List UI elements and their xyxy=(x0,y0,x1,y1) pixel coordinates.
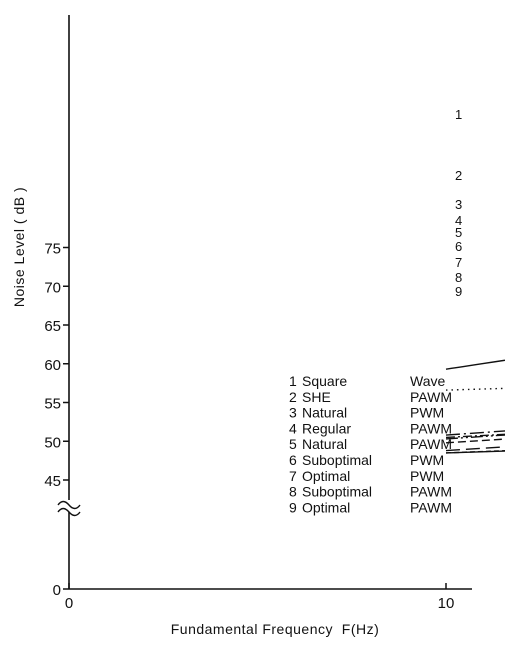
series-lines xyxy=(445,359,505,454)
axes xyxy=(57,15,472,590)
legend-entry-type: PAWM xyxy=(410,436,452,452)
axis-break-mark xyxy=(57,500,81,517)
legend-entry-number: 7 xyxy=(289,468,297,484)
series-line-9 xyxy=(445,450,505,454)
legend-entry-name: Natural xyxy=(302,436,347,452)
series-line-3 xyxy=(445,430,505,436)
legend-entry-name: SHE xyxy=(302,389,331,405)
series-label-8: 8 xyxy=(455,270,462,285)
legend-entry-number: 4 xyxy=(289,420,297,436)
y-tick-label: 65 xyxy=(44,318,61,335)
series-label-2: 2 xyxy=(455,168,462,183)
legend-entry-name: Optimal xyxy=(302,499,350,515)
x-ticks: 0102030405060 xyxy=(65,583,455,612)
series-label-9: 9 xyxy=(455,284,462,299)
legend-entry-name: Optimal xyxy=(302,468,350,484)
series-label-6: 6 xyxy=(455,239,462,254)
y-tick-label: 0 xyxy=(53,582,61,599)
y-ticks: 45 50 55 60 65 70 75 0 xyxy=(44,241,69,599)
x-tick-label: 10 xyxy=(438,595,455,612)
series-line-5 xyxy=(445,387,505,391)
y-tick-label: 75 xyxy=(44,241,61,258)
legend-entry-number: 8 xyxy=(289,484,297,500)
legend-entry-name: Square xyxy=(302,373,347,389)
legend-entry-name: Suboptimal xyxy=(302,484,372,500)
series-label-5: 5 xyxy=(455,225,462,240)
y-axis-title: Noise Level ( dB ) xyxy=(11,187,27,307)
legend-entry-type: PWM xyxy=(410,468,444,484)
series-label-3: 3 xyxy=(455,197,462,212)
x-axis-title: Fundamental Frequency F(Hz) xyxy=(171,621,380,637)
y-tick-label: 55 xyxy=(44,396,61,413)
legend-entry-number: 9 xyxy=(289,499,297,515)
legend-entry-number: 5 xyxy=(289,436,297,452)
legend-entry-type: PAWM xyxy=(410,389,452,405)
legend: 1 Square Wave 2 SHE PAWM 3 Natural PWM 4 Regular PA… xyxy=(289,373,452,515)
y-tick-label: 45 xyxy=(44,473,61,490)
series-label-1: 1 xyxy=(455,107,462,122)
legend-entry-name: Suboptimal xyxy=(302,452,372,468)
legend-entry-number: 2 xyxy=(289,389,297,405)
y-tick-label: 70 xyxy=(44,279,61,296)
x-tick-label: 0 xyxy=(65,595,73,612)
series-line-8 xyxy=(445,449,505,454)
legend-entry-type: PAWM xyxy=(410,484,452,500)
series-label-7: 7 xyxy=(455,255,462,270)
series-label-4: 4 xyxy=(455,213,462,228)
legend-entry-number: 3 xyxy=(289,405,297,421)
y-tick-label: 60 xyxy=(44,357,61,374)
y-tick-label: 50 xyxy=(44,434,61,451)
legend-entry-type: PAWM xyxy=(410,420,452,436)
legend-entry-number: 6 xyxy=(289,452,297,468)
legend-entry-type: Wave xyxy=(410,373,445,389)
legend-entry-number: 1 xyxy=(289,373,297,389)
series-line-1 xyxy=(445,359,505,370)
legend-entry-type: PWM xyxy=(410,405,444,421)
legend-entry-type: PAWM xyxy=(410,499,452,515)
legend-entry-type: PWM xyxy=(410,452,444,468)
legend-entry-name: Natural xyxy=(302,405,347,421)
series-line-6 xyxy=(445,433,505,439)
legend-entry-name: Regular xyxy=(302,420,351,436)
